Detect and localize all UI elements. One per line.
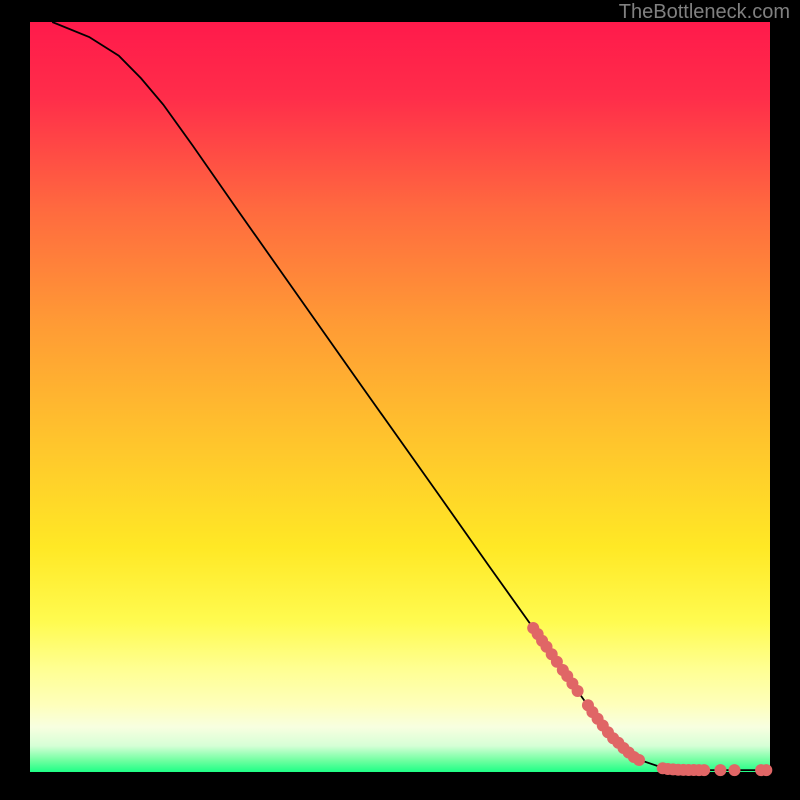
plot-background [30,22,770,772]
marker-point [698,764,710,776]
marker-point [633,754,645,766]
marker-point [572,685,584,697]
watermark-text: TheBottleneck.com [619,1,790,23]
marker-point [714,764,726,776]
marker-point [728,764,740,776]
marker-point [760,764,772,776]
